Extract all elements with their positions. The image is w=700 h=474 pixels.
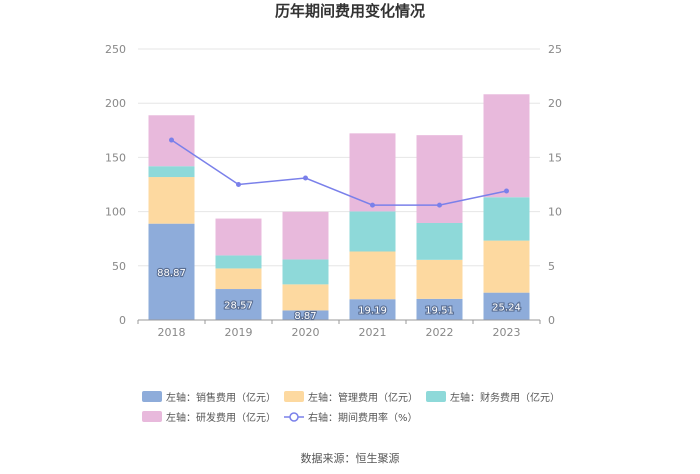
bar-segment-4[interactable] — [215, 218, 262, 256]
bars — [148, 94, 530, 320]
legend-item[interactable]: 左轴：管理费用（亿元） — [284, 391, 418, 404]
bar-segment-4[interactable] — [416, 135, 463, 223]
right-tick-label: 15 — [548, 151, 562, 164]
bar-segment-2[interactable] — [282, 284, 329, 311]
right-tick-label: 0 — [548, 314, 555, 327]
bar-data-label: 88.87 — [157, 268, 186, 279]
bar-segment-3[interactable] — [349, 211, 396, 252]
legend-swatch — [284, 391, 304, 402]
bar-segment-4[interactable] — [349, 133, 396, 212]
right-axis-ticks: 0 5 10 15 20 25 — [548, 43, 562, 327]
bar-data-label: 19.51 — [425, 305, 454, 316]
x-tick-label: 2021 — [359, 326, 387, 339]
bar-data-label: 25.24 — [492, 302, 521, 313]
rate-line — [169, 137, 509, 208]
legend-label: 左轴：销售费用（亿元） — [166, 391, 276, 404]
rate-point[interactable] — [504, 188, 509, 194]
bar-data-label: 8.87 — [294, 311, 316, 322]
bar-segment-1[interactable] — [483, 292, 530, 320]
right-tick-label: 20 — [548, 97, 562, 110]
legend-swatch — [142, 411, 162, 422]
left-tick-label: 200 — [105, 97, 126, 110]
bar-segment-2[interactable] — [215, 268, 262, 290]
legend-label: 右轴：期间费用率（%） — [308, 411, 418, 424]
x-tick-label: 2018 — [158, 326, 186, 339]
bar-segment-4[interactable] — [282, 211, 329, 260]
bar-segment-2[interactable] — [148, 177, 195, 224]
x-tick-label: 2020 — [292, 326, 320, 339]
x-tick-label: 2019 — [225, 326, 253, 339]
legend[interactable]: 左轴：销售费用（亿元） 左轴：管理费用（亿元） 左轴：财务费用（亿元） 左轴：研发费用… — [142, 391, 560, 424]
bar-segment-2[interactable] — [416, 259, 463, 299]
left-axis-ticks: 0 50 100 150 200 250 — [105, 43, 126, 327]
bar-segment-1[interactable] — [349, 299, 396, 320]
left-tick-label: 150 — [105, 151, 126, 164]
bar-segment-1[interactable] — [282, 310, 329, 320]
bar-data-label: 19.19 — [358, 306, 387, 317]
legend-swatch — [426, 391, 446, 402]
right-tick-label: 10 — [548, 206, 562, 219]
bar-segment-2[interactable] — [483, 240, 530, 293]
x-axis-ticks: 2018 2019 2020 2021 2022 2023 — [137, 320, 541, 339]
grid — [138, 48, 540, 267]
rate-point[interactable] — [169, 137, 174, 143]
chart-title: 历年期间费用变化情况 — [275, 2, 425, 20]
left-tick-label: 50 — [112, 260, 126, 273]
rate-point[interactable] — [437, 202, 442, 208]
right-tick-label: 25 — [548, 43, 562, 56]
rate-line-path — [171, 139, 507, 206]
left-tick-label: 0 — [119, 314, 126, 327]
bar-segment-3[interactable] — [483, 197, 530, 241]
rate-point[interactable] — [370, 202, 375, 208]
left-tick-label: 100 — [105, 206, 126, 219]
bar-segment-3[interactable] — [148, 166, 195, 178]
bar-segment-3[interactable] — [416, 222, 463, 260]
legend-label: 左轴：财务费用（亿元） — [450, 391, 560, 404]
bar-segment-2[interactable] — [349, 251, 396, 300]
bar-segment-4[interactable] — [483, 94, 530, 198]
rate-point[interactable] — [236, 182, 241, 187]
bar-segment-3[interactable] — [215, 255, 262, 269]
legend-label: 左轴：研发费用（亿元） — [166, 411, 276, 424]
bar-segment-1[interactable] — [148, 223, 195, 320]
legend-swatch — [142, 391, 162, 402]
rate-point[interactable] — [303, 175, 308, 181]
legend-item[interactable]: 左轴：销售费用（亿元） — [142, 391, 276, 404]
legend-item[interactable]: 左轴：研发费用（亿元） — [142, 411, 276, 424]
legend-label: 左轴：管理费用（亿元） — [308, 391, 418, 404]
right-tick-label: 5 — [548, 260, 555, 273]
legend-marker — [289, 412, 299, 422]
x-tick-label: 2022 — [426, 326, 454, 339]
legend-item[interactable]: 左轴：财务费用（亿元） — [426, 391, 560, 404]
bar-segment-1[interactable] — [215, 289, 262, 320]
data-labels: 88.87 28.57 8.87 19.19 19.51 25.24 — [156, 267, 522, 324]
bar-data-label: 28.57 — [224, 301, 253, 312]
x-tick-label: 2023 — [493, 326, 521, 339]
left-tick-label: 250 — [105, 43, 126, 56]
bar-segment-3[interactable] — [282, 259, 329, 285]
source-note: 数据来源：恒生聚源 — [301, 451, 400, 465]
bar-segment-1[interactable] — [416, 298, 463, 320]
legend-item[interactable]: 右轴：期间费用率（%） — [284, 411, 418, 424]
